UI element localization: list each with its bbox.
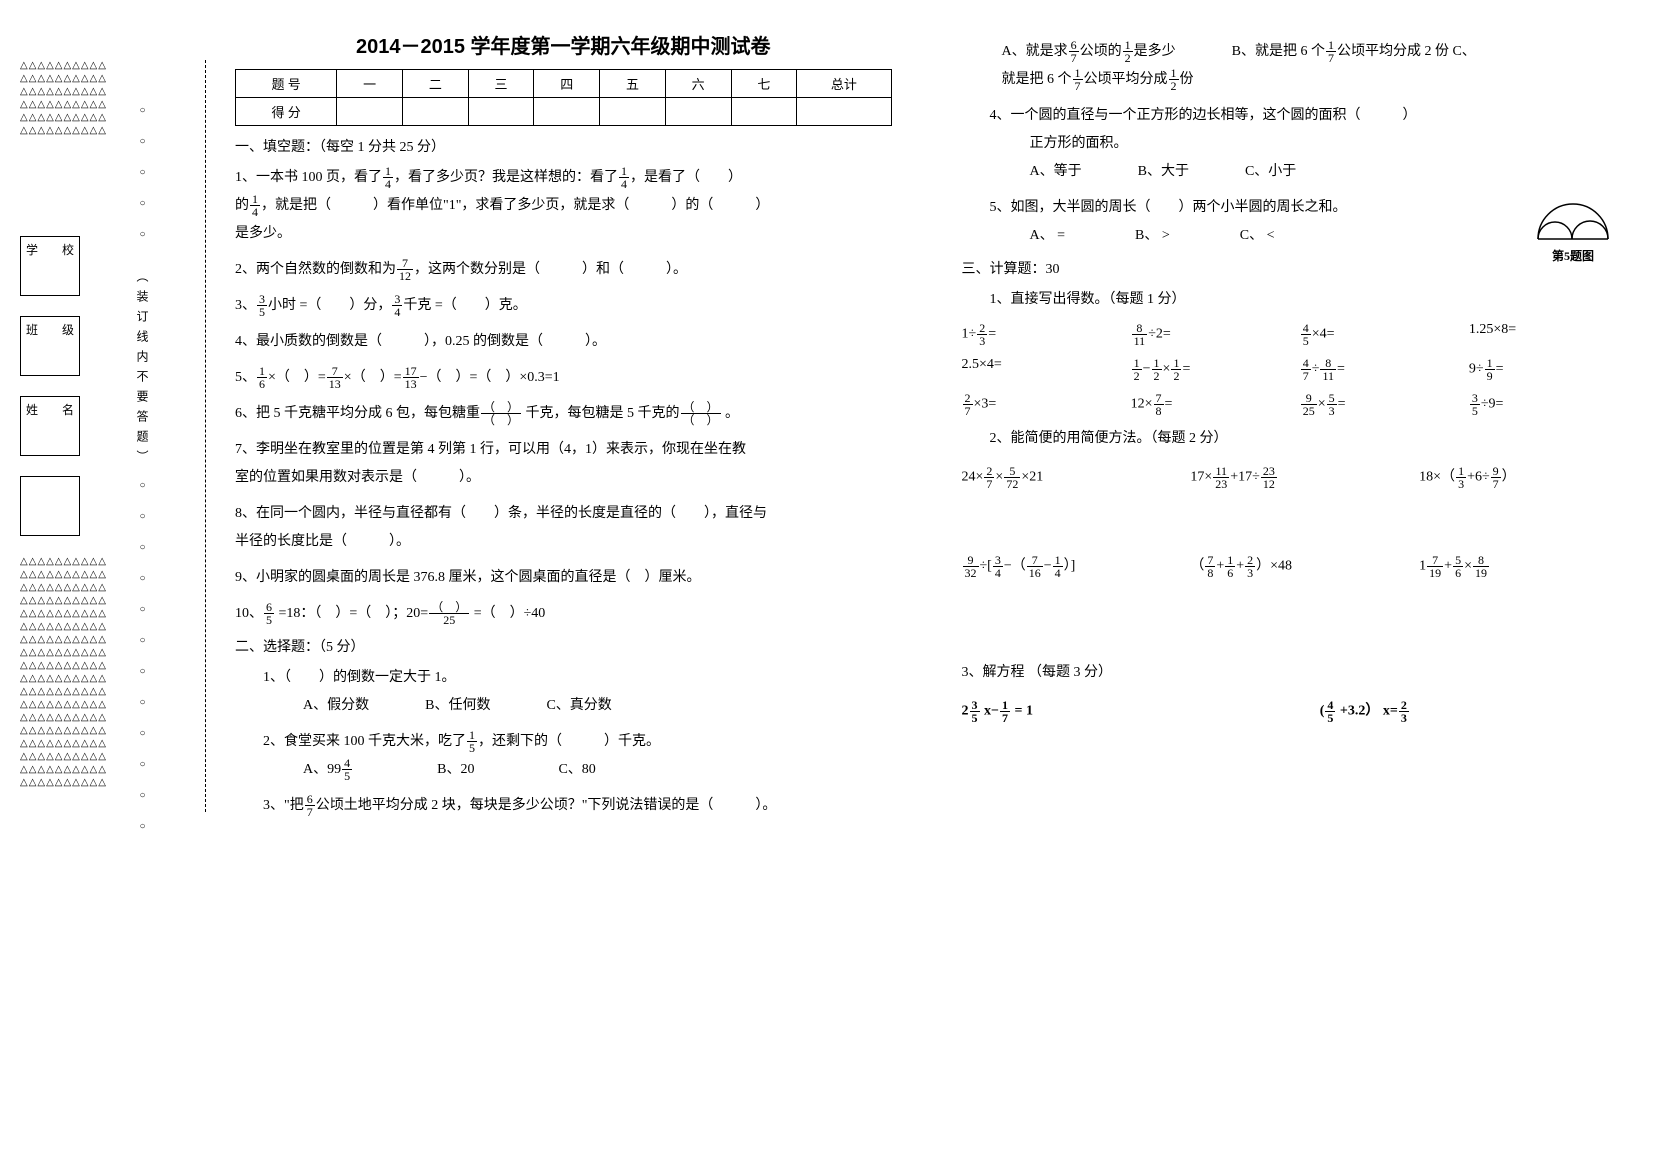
- section-3-heading: 三、计算题：30: [962, 258, 1619, 278]
- s2q4: 4、一个圆的直径与一个正方形的边长相等，这个圆的面积（ ） 正方形的面积。 A、…: [990, 102, 1619, 186]
- calc-simplify: 24×27×572×21 17×1123+17÷2312 18×（13+6÷97…: [962, 465, 1619, 490]
- circle-marks: ○○○ ○○ （装订线内不要答题） ○○○ ○○○ ○○○ ○○○: [130, 60, 155, 852]
- s3-sub2: 2、能简便的用简便方法。（每题 2 分）: [990, 425, 1619, 453]
- calc-simplify-row2: 932÷[34−（716−14）] （78+16+23）×48 1719+56×…: [962, 554, 1619, 579]
- s2q1: 1、（ ）的倒数一定大于 1。 A、假分数 B、任何数 C、真分数: [263, 664, 892, 720]
- right-column: A、就是求67公顷的12是多少 B、就是把 6 个17公顷平均分成 2 份 C、…: [947, 20, 1634, 852]
- s3-sub1: 1、直接写出得数。（每题 1 分）: [990, 286, 1619, 314]
- score-table: 题 号 一 二 三 四 五 六 七 总计 得 分: [235, 69, 892, 126]
- s3-sub3: 3、解方程 （每题 3 分）: [962, 659, 1619, 687]
- section-2-heading: 二、选择题：（5 分）: [235, 636, 892, 656]
- q2: 2、两个自然数的倒数和为712，这两个数分别是（ ）和（ ）。: [235, 256, 892, 284]
- left-column: 2014－2015 学年度第一学期六年级期中测试卷 题 号 一 二 三 四 五 …: [220, 20, 907, 852]
- exam-title: 2014－2015 学年度第一学期六年级期中测试卷: [235, 30, 892, 59]
- section-1-heading: 一、填空题：（每空 1 分共 25 分）: [235, 136, 892, 156]
- binding-margin: △△△△△△△△△△ △△△△△△△△△△ △△△△△△△△△△ △△△△△△△…: [20, 20, 200, 852]
- q1: 1、一本书 100 页，看了14，看了多少页？我是这样想的：看了14，是看了（ …: [235, 164, 892, 248]
- q4: 4、最小质数的倒数是（ ），0.25 的倒数是（ ）。: [235, 328, 892, 356]
- q8: 8、在同一个圆内，半径与直径都有（ ）条，半径的长度是直径的（ ），直径与半径的…: [235, 500, 892, 556]
- class-box: 班 级: [20, 316, 80, 376]
- school-box: 学 校: [20, 236, 80, 296]
- q10: 10、65 =18：（ ）=（ ）；20=（ ）25 =（ ）÷40: [235, 600, 892, 628]
- q5-figure: 第5题图: [1528, 194, 1618, 268]
- name-box: 姓 名: [20, 396, 80, 456]
- binding-vert-label: （装订线内不要答题）: [134, 270, 151, 470]
- q5: 5、16×（ ）=713×（ ）=1713−（ ）=（ ）×0.3=1: [235, 364, 892, 392]
- s2q5: 第5题图 5、如图，大半圆的周长（ ）两个小半圆的周长之和。 A、 = B、 >…: [990, 194, 1619, 250]
- q3: 3、35小时 =（ ）分，34千克 =（ ）克。: [235, 292, 892, 320]
- triangle-border-bottom: △△△△△△△△△△ △△△△△△△△△△ △△△△△△△△△△ △△△△△△△…: [20, 556, 130, 788]
- calc-direct: 1÷23= 811÷2= 45×4= 1.25×8= 2.5×4= 12−12×…: [962, 322, 1619, 417]
- blank-box: [20, 476, 80, 536]
- equations: 235 x−17 = 1 (45 +3.2） x=23: [962, 699, 1619, 724]
- triangle-border-top: △△△△△△△△△△ △△△△△△△△△△ △△△△△△△△△△ △△△△△△△…: [20, 60, 130, 136]
- fold-line: [205, 60, 215, 812]
- s2q3: 3、"把67公顷土地平均分成 2 块，每块是多少公顷？"下列说法错误的是（ ）。: [263, 792, 892, 820]
- q7: 7、李明坐在教室里的位置是第 4 列第 1 行，可以用（4，1）来表示，你现在坐…: [235, 436, 892, 492]
- s2q2: 2、食堂买来 100 千克大米，吃了15，还剩下的（ ）千克。 A、9945 B…: [263, 728, 892, 784]
- s2q3-options: A、就是求67公顷的12是多少 B、就是把 6 个17公顷平均分成 2 份 C、…: [962, 38, 1619, 94]
- q6: 6、把 5 千克糖平均分成 6 包，每包糖重（ ）（ ） 千克，每包糖是 5 千…: [235, 400, 892, 428]
- q9: 9、小明家的圆桌面的周长是 376.8 厘米，这个圆桌面的直径是（ ）厘米。: [235, 564, 892, 592]
